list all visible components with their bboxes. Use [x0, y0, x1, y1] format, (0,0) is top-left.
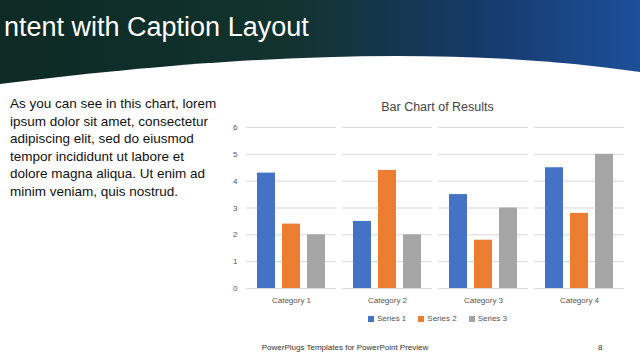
svg-text:4: 4: [233, 177, 238, 186]
svg-text:2: 2: [233, 230, 238, 239]
html-text:Bar Chart of Results: Bar Chart of Results: [381, 100, 494, 114]
svg-text:Category 2: Category 2: [368, 296, 408, 305]
html-text:ntent with Caption Layout: ntent with Caption Layout: [4, 12, 309, 42]
svg-text:6: 6: [233, 123, 238, 132]
svg-text:Category 4: Category 4: [560, 296, 600, 305]
svg-text:0: 0: [233, 284, 238, 293]
html-text:As you can see in this chart,: As you can see in this chart, lorem ipsu…: [10, 96, 217, 199]
html-text:Series 1: Series 1: [377, 314, 407, 323]
html-text:PowerPlugs Templates for Power: PowerPlugs Templates for PowerPoint Prev…: [261, 343, 429, 352]
html-text:Series 2: Series 2: [427, 314, 457, 323]
html-text:8: 8: [598, 343, 603, 352]
svg-text:1: 1: [233, 257, 238, 266]
svg-text:3: 3: [233, 204, 238, 213]
svg-text:Category 3: Category 3: [464, 296, 504, 305]
html-text:Series 3: Series 3: [477, 314, 507, 323]
svg-text:Category 1: Category 1: [272, 296, 312, 305]
svg-text:5: 5: [233, 150, 238, 159]
